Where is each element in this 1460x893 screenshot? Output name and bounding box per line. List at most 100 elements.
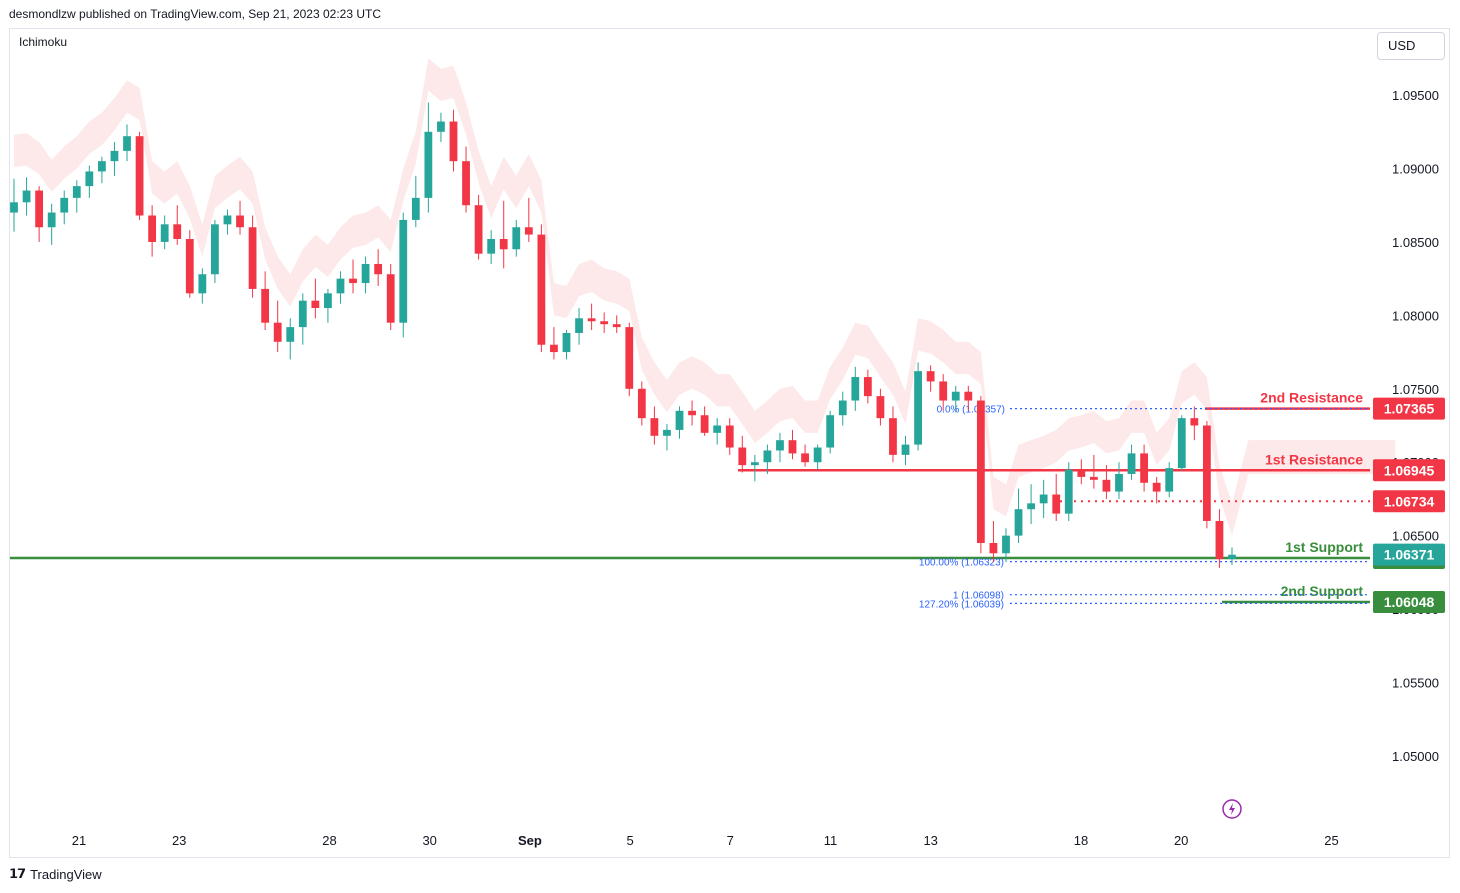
candle-body-24: [311, 300, 320, 309]
candle-body-59: [750, 462, 759, 466]
footer-brand-label: TradingView: [30, 866, 102, 882]
candle-body-75: [951, 391, 960, 401]
fib-label-3: 127.20% (1.06039): [919, 599, 1004, 610]
price-boxes: 1.073651.069451.067341.063481.060481.063…: [1373, 397, 1445, 614]
candle-body-66: [838, 400, 847, 416]
x-tick-7: 11: [824, 833, 838, 848]
fib-label-2: 1 (1.06098): [953, 591, 1004, 602]
candle-body-68: [863, 377, 872, 397]
indicator-label[interactable]: Ichimoku: [19, 35, 68, 49]
candle-body-23: [298, 300, 307, 328]
candle-body-86: [1089, 476, 1098, 480]
candle-body-47: [600, 321, 609, 325]
candle-body-65: [826, 415, 835, 448]
lightning-icon[interactable]: [1222, 799, 1242, 819]
y-tick-0: 1.05000: [1392, 749, 1439, 764]
level-price-box-2-bg: [1373, 490, 1445, 513]
candle-body-93: [1177, 418, 1186, 469]
candle-body-74: [939, 381, 948, 401]
candle-body-52: [663, 429, 671, 436]
candle-body-72: [914, 371, 922, 445]
candle-body-55: [700, 415, 709, 433]
candle-body-44: [562, 332, 571, 353]
candle-body-45: [575, 318, 583, 333]
support-resistance-levels: 2nd Resistance 1st Resistance 1st Support 2…: [10, 390, 1370, 604]
candle-body-64: [813, 447, 822, 463]
candle-body-37: [474, 205, 483, 254]
candle-body-95: [1202, 425, 1211, 521]
candle-body-17: [223, 215, 232, 225]
candle-body-30: [386, 274, 395, 323]
x-tick-5: 5: [626, 833, 633, 848]
last-price-box: 1.06371: [1384, 547, 1435, 563]
candle-body-60: [763, 450, 772, 463]
candle-body-91: [1152, 482, 1161, 492]
x-tick-10: 20: [1174, 833, 1188, 848]
candle-body-12: [160, 224, 169, 242]
candle-body-56: [713, 425, 722, 433]
y-tick-8: 1.09000: [1392, 162, 1439, 177]
candle-body-53: [675, 410, 684, 430]
candle-body-42: [537, 234, 546, 345]
candle-body-51: [650, 418, 659, 436]
candle-body-82: [1039, 494, 1048, 504]
candle-body-35: [449, 121, 458, 162]
candle-body-61: [776, 440, 784, 451]
level-price-box-0-bg: [1373, 397, 1445, 420]
fib-label-0: 0.0% (1.07357): [937, 405, 1005, 416]
candle-body-84: [1064, 469, 1073, 514]
candle-body-54: [688, 410, 696, 416]
candle-body-14: [185, 238, 194, 294]
y-tick-6: 1.08000: [1392, 308, 1439, 323]
level-label-4: 2nd Support: [1281, 583, 1364, 599]
publisher-info: desmondlzw published on TradingView.com,…: [9, 7, 382, 21]
x-tick-6: 7: [727, 833, 734, 848]
y-tick-7: 1.08500: [1392, 235, 1439, 250]
candle-body-22: [286, 327, 295, 342]
candle-body-7: [98, 161, 106, 172]
x-tick-11: 25: [1324, 833, 1338, 848]
candle-body-8: [110, 150, 119, 162]
candle-body-71: [901, 444, 910, 455]
candle-body-50: [637, 388, 646, 419]
candle-body-32: [411, 197, 420, 220]
candle-body-39: [499, 238, 508, 250]
candle-body-16: [211, 224, 219, 275]
footer-brand: 𝟭𝟳 TradingView: [9, 866, 102, 882]
candle-body-87: [1102, 479, 1111, 492]
x-tick-0: 21: [72, 833, 86, 848]
x-tick-3: 30: [422, 833, 436, 848]
candle-body-73: [926, 371, 935, 382]
candle-body-77: [976, 400, 985, 543]
candle-body-21: [273, 322, 282, 342]
candle-body-43: [550, 344, 558, 353]
x-tick-2: 28: [322, 833, 336, 848]
candle-body-20: [261, 288, 270, 323]
candle-body-34: [437, 121, 445, 132]
candle-body-29: [374, 263, 383, 275]
level-label-1: 1st Resistance: [1265, 451, 1363, 467]
y-tick-9: 1.09500: [1392, 88, 1439, 103]
currency-selector[interactable]: USD: [1377, 32, 1445, 60]
candle-body-0: [10, 202, 18, 213]
candle-body-3: [47, 212, 56, 228]
candle-body-97: [1228, 554, 1236, 560]
level-price-box-0: 1.07365: [1384, 401, 1435, 417]
price-axis: 1.050001.055001.060001.065001.070001.075…: [1392, 88, 1439, 764]
last-price-box-bg: [1373, 543, 1445, 566]
level-price-box-2: 1.06734: [1384, 493, 1435, 509]
candle-body-88: [1115, 473, 1123, 492]
y-tick-1: 1.05500: [1392, 675, 1439, 690]
level-label-0: 2nd Resistance: [1260, 390, 1363, 406]
candle-body-85: [1077, 469, 1086, 477]
candle-body-41: [524, 227, 533, 235]
y-tick-3: 1.06500: [1392, 529, 1439, 544]
candle-body-25: [324, 293, 332, 309]
candle-body-94: [1190, 418, 1199, 426]
candle-body-70: [889, 418, 897, 455]
level-price-box-4-bg: [1373, 591, 1445, 614]
level-price-box-1: 1.06945: [1384, 462, 1435, 478]
candle-body-28: [361, 263, 370, 284]
candle-body-11: [148, 215, 157, 242]
